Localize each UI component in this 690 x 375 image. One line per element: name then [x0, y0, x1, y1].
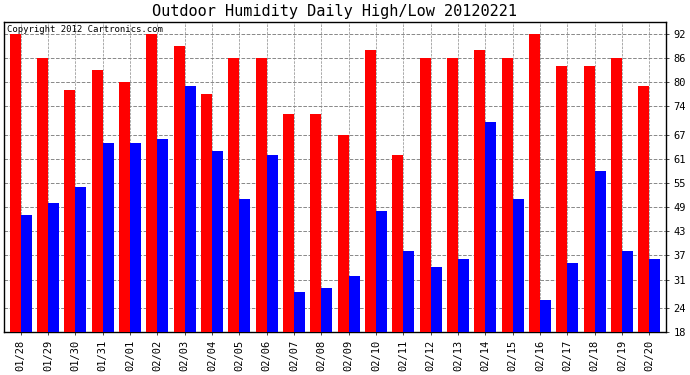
Bar — [485, 123, 496, 332]
Bar — [266, 154, 277, 332]
Bar — [365, 50, 376, 332]
Bar — [376, 211, 387, 332]
Bar — [64, 90, 75, 332]
Bar — [310, 114, 322, 332]
Bar — [529, 34, 540, 332]
Bar — [256, 58, 266, 332]
Bar — [228, 58, 239, 332]
Bar — [348, 276, 359, 332]
Bar — [447, 58, 458, 332]
Bar — [649, 260, 660, 332]
Bar — [130, 142, 141, 332]
Bar — [611, 58, 622, 332]
Bar — [119, 82, 130, 332]
Text: Copyright 2012 Cartronics.com: Copyright 2012 Cartronics.com — [8, 25, 164, 34]
Bar — [146, 34, 157, 332]
Bar — [157, 138, 168, 332]
Bar — [556, 66, 567, 332]
Bar — [403, 251, 414, 332]
Bar — [638, 86, 649, 332]
Bar — [283, 114, 294, 332]
Bar — [595, 171, 606, 332]
Bar — [474, 50, 485, 332]
Bar — [103, 142, 114, 332]
Bar — [393, 154, 403, 332]
Bar — [174, 46, 185, 332]
Bar — [458, 260, 469, 332]
Bar — [322, 288, 332, 332]
Bar — [584, 66, 595, 332]
Bar — [10, 34, 21, 332]
Bar — [337, 135, 348, 332]
Bar — [622, 251, 633, 332]
Bar — [567, 264, 578, 332]
Bar — [201, 94, 212, 332]
Bar — [502, 58, 513, 332]
Bar — [92, 70, 103, 332]
Bar — [239, 199, 250, 332]
Bar — [540, 300, 551, 332]
Bar — [185, 86, 195, 332]
Bar — [75, 187, 86, 332]
Bar — [37, 58, 48, 332]
Bar — [420, 58, 431, 332]
Bar — [212, 151, 223, 332]
Title: Outdoor Humidity Daily High/Low 20120221: Outdoor Humidity Daily High/Low 20120221 — [152, 4, 518, 19]
Bar — [431, 267, 442, 332]
Bar — [294, 292, 305, 332]
Bar — [21, 215, 32, 332]
Bar — [513, 199, 524, 332]
Bar — [48, 203, 59, 332]
